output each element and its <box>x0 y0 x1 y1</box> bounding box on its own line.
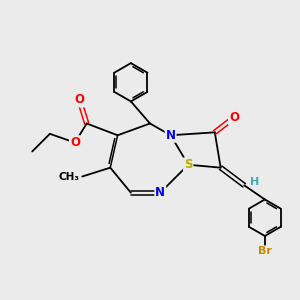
Text: O: O <box>74 93 84 106</box>
Text: Br: Br <box>258 246 272 256</box>
Text: H: H <box>250 177 259 187</box>
Text: O: O <box>70 136 80 149</box>
Text: CH₃: CH₃ <box>59 172 80 182</box>
Text: O: O <box>229 111 239 124</box>
Text: N: N <box>155 186 165 199</box>
Text: N: N <box>166 129 176 142</box>
Text: S: S <box>184 158 193 171</box>
